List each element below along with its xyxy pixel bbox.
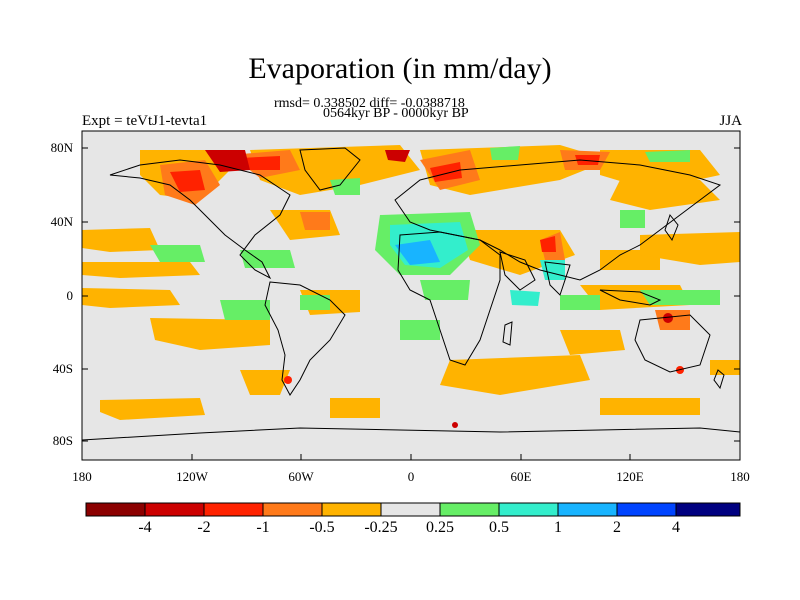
axis-ticks xyxy=(81,147,741,460)
colorbar-swatch xyxy=(499,503,558,516)
lon-tick-label: 0 xyxy=(407,469,415,484)
colorbar-label: 0.25 xyxy=(426,519,454,536)
experiment-label: Expt = teVtJ1-tevta1 xyxy=(82,113,208,129)
colorbar-swatch xyxy=(617,503,676,516)
colorbar-label: 2 xyxy=(613,519,621,536)
lat-tick-label: 0 xyxy=(66,288,74,303)
colorbar-swatch xyxy=(322,503,381,516)
colorbar-swatch xyxy=(204,503,263,516)
colorbar-swatch xyxy=(86,503,145,516)
map-title: Evaporation (in mm/day) xyxy=(248,52,552,85)
colorbar-swatch xyxy=(263,503,322,516)
lat-tick-label: 40N xyxy=(50,214,73,229)
colorbar-label: 4 xyxy=(672,519,680,536)
colorbar-swatch xyxy=(381,503,440,516)
lat-tick-label: 80N xyxy=(50,140,73,155)
colorbar-label: -2 xyxy=(197,519,211,536)
blue-anomaly-regions xyxy=(395,240,440,265)
colorbar xyxy=(85,502,741,517)
period-subtitle: 0564kyr BP - 0000kyr BP xyxy=(323,106,469,121)
colorbar-label: 0.5 xyxy=(489,519,509,536)
colorbar-label: -4 xyxy=(138,519,152,536)
lon-tick-label: 120W xyxy=(176,469,208,484)
lon-tick-label: 120E xyxy=(616,469,644,484)
lon-tick-label: 60W xyxy=(288,469,314,484)
lat-tick-label: 40S xyxy=(52,361,73,376)
colorbar-swatch xyxy=(558,503,617,516)
colorbar-label: -1 xyxy=(256,519,270,536)
dark-red-anomaly-regions xyxy=(205,150,673,428)
colorbar-label: 1 xyxy=(554,519,562,536)
colorbar-label: -0.25 xyxy=(364,519,398,536)
lon-tick-label: 60E xyxy=(510,469,532,484)
colorbar-swatch xyxy=(145,503,204,516)
lon-tick-label: 180 xyxy=(72,469,92,484)
colorbar-swatch xyxy=(676,503,740,516)
coastlines xyxy=(82,147,740,441)
lat-tick-label: 80S xyxy=(52,433,73,448)
colorbar-label: -0.5 xyxy=(309,519,335,536)
stats-subtitle: rmsd= 0.338502 diff= -0.0388718 xyxy=(274,96,465,111)
anomaly-field xyxy=(82,145,740,441)
colorbar-swatch xyxy=(440,503,499,516)
season-label: JJA xyxy=(719,113,742,129)
lon-tick-label: 180 xyxy=(730,469,750,484)
